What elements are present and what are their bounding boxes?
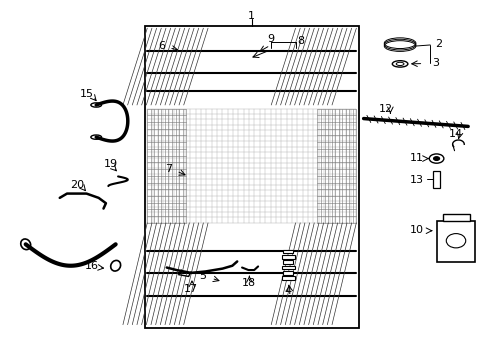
- Bar: [283, 271, 292, 275]
- Bar: [432, 171, 439, 188]
- Bar: [283, 249, 292, 253]
- Text: 18: 18: [242, 278, 256, 288]
- Text: 20: 20: [70, 180, 83, 190]
- Bar: [282, 276, 294, 280]
- Text: 2: 2: [434, 39, 442, 49]
- Bar: [282, 255, 294, 258]
- Text: 6: 6: [158, 41, 165, 51]
- Text: 16: 16: [84, 261, 98, 271]
- Text: 17: 17: [183, 284, 198, 294]
- Text: 15: 15: [80, 89, 93, 99]
- Bar: [442, 214, 468, 221]
- Text: 12: 12: [378, 104, 392, 113]
- Text: 8: 8: [296, 36, 304, 46]
- Bar: [436, 221, 474, 262]
- Circle shape: [269, 280, 278, 287]
- Text: 11: 11: [409, 153, 423, 163]
- Text: 1: 1: [248, 11, 255, 21]
- Bar: [144, 26, 358, 328]
- Text: 9: 9: [267, 34, 274, 44]
- Text: 5: 5: [199, 271, 206, 282]
- Text: 10: 10: [409, 225, 423, 235]
- Text: 19: 19: [103, 159, 118, 169]
- Bar: [282, 266, 294, 269]
- Ellipse shape: [433, 157, 439, 160]
- Text: 7: 7: [165, 164, 172, 174]
- Text: 14: 14: [448, 129, 462, 139]
- Text: 4: 4: [284, 287, 291, 296]
- Text: 3: 3: [431, 58, 438, 68]
- Bar: [283, 260, 292, 264]
- Text: 13: 13: [409, 175, 423, 185]
